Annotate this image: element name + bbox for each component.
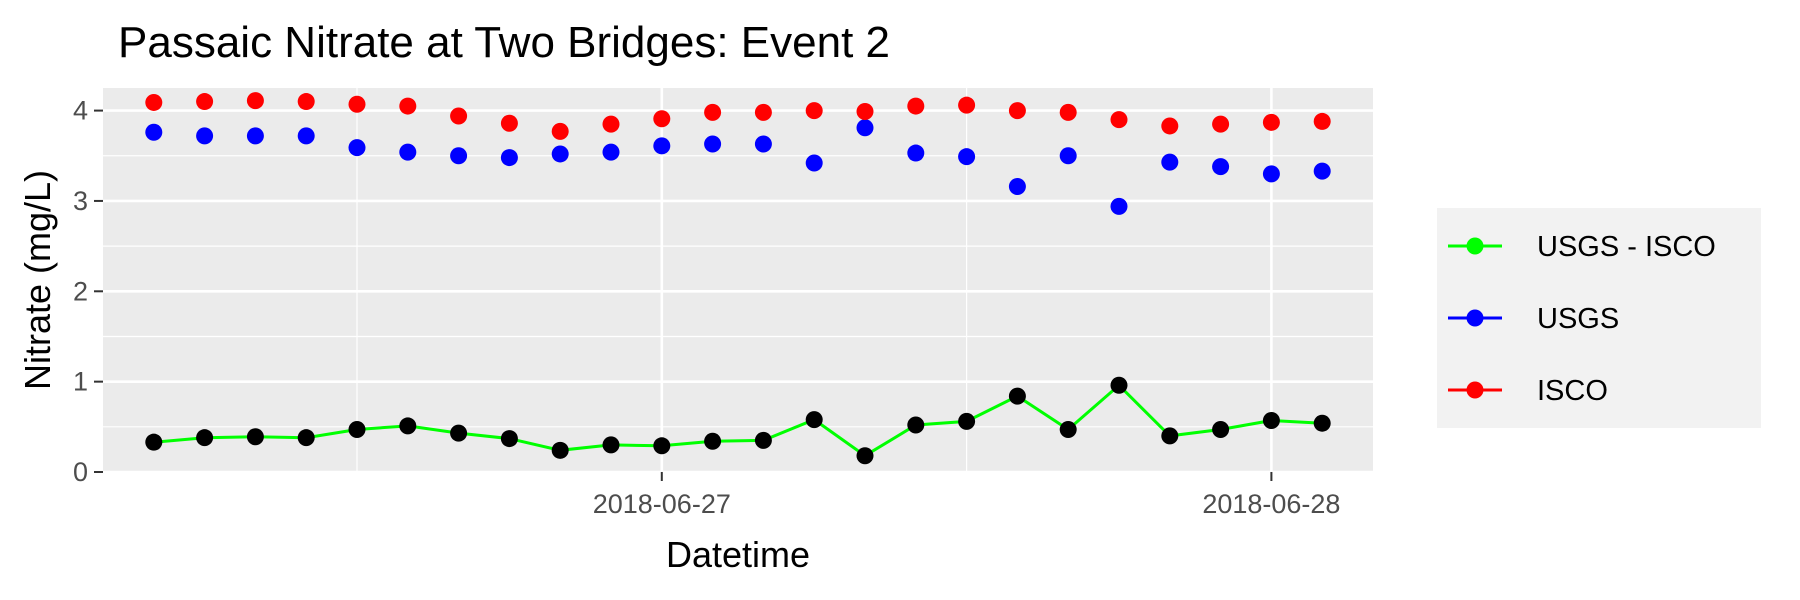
- point-isco: [805, 102, 823, 120]
- point-usgs: [1161, 153, 1179, 171]
- point-isco: [602, 115, 620, 133]
- point-isco: [246, 92, 264, 110]
- point-isco: [856, 102, 874, 120]
- point-usgs: [1008, 177, 1026, 195]
- point-usgs-isco: [1110, 376, 1128, 394]
- legend-label-usgs: USGS: [1537, 303, 1619, 335]
- point-usgs-isco: [196, 429, 214, 447]
- y-axis-title: Nitrate (mg/L): [17, 170, 58, 390]
- point-isco: [348, 95, 366, 113]
- point-isco: [958, 96, 976, 114]
- point-usgs: [1212, 158, 1230, 176]
- point-isco: [1110, 111, 1128, 129]
- x-axis-title: Datetime: [666, 534, 810, 575]
- point-isco: [450, 107, 468, 125]
- point-isco: [653, 110, 671, 128]
- point-isco: [1059, 103, 1077, 121]
- point-usgs-isco: [1161, 427, 1179, 445]
- point-usgs-isco: [145, 433, 163, 451]
- point-usgs: [500, 149, 518, 167]
- point-usgs: [704, 135, 722, 153]
- y-tick-label: 1: [73, 367, 88, 397]
- legend-label-isco: ISCO: [1537, 375, 1608, 407]
- x-tick-label: 2018-06-28: [1202, 489, 1340, 519]
- point-usgs: [602, 143, 620, 161]
- point-usgs: [450, 147, 468, 165]
- point-usgs: [856, 119, 874, 137]
- point-isco: [754, 103, 772, 121]
- point-isco: [399, 97, 417, 115]
- point-usgs-isco: [805, 411, 823, 429]
- legend: USGS - ISCO USGS ISCO: [1448, 231, 1716, 407]
- point-isco: [196, 93, 214, 111]
- point-usgs-isco: [1262, 411, 1280, 429]
- point-usgs-isco: [856, 447, 874, 465]
- point-usgs: [196, 127, 214, 145]
- point-usgs-isco: [399, 417, 417, 435]
- point-usgs-isco: [958, 412, 976, 430]
- point-usgs: [653, 137, 671, 155]
- legend-key-point-usgs: [1466, 309, 1484, 327]
- point-usgs: [348, 139, 366, 157]
- x-tick-label: 2018-06-27: [593, 489, 731, 519]
- point-usgs: [145, 123, 163, 141]
- point-usgs-isco: [450, 424, 468, 442]
- plot-panel: [103, 88, 1373, 472]
- point-usgs: [297, 127, 315, 145]
- point-isco: [500, 114, 518, 132]
- point-usgs-isco: [246, 428, 264, 446]
- point-usgs: [1313, 162, 1331, 180]
- point-usgs-isco: [297, 429, 315, 447]
- point-usgs-isco: [602, 436, 620, 454]
- point-usgs: [907, 144, 925, 162]
- point-usgs-isco: [1212, 421, 1230, 439]
- data-marks: [145, 92, 1331, 465]
- point-isco: [297, 93, 315, 111]
- point-usgs: [958, 148, 976, 166]
- legend-label-usgs-isco: USGS - ISCO: [1537, 231, 1716, 263]
- point-isco: [1008, 102, 1026, 120]
- point-usgs: [399, 143, 417, 161]
- point-usgs-isco: [907, 416, 925, 434]
- point-usgs-isco: [1313, 414, 1331, 432]
- point-isco: [1161, 117, 1179, 135]
- legend-key-point-isco: [1466, 381, 1484, 399]
- point-usgs: [246, 127, 264, 145]
- point-usgs: [551, 145, 569, 163]
- point-usgs-isco: [348, 421, 366, 439]
- point-usgs: [1059, 147, 1077, 165]
- point-isco: [551, 122, 569, 140]
- legend-key-point-usgs-isco: [1466, 237, 1484, 255]
- point-usgs: [1110, 197, 1128, 215]
- point-usgs: [1262, 165, 1280, 183]
- y-tick-label: 2: [73, 276, 88, 306]
- point-usgs-isco: [754, 431, 772, 449]
- chart-title: Passaic Nitrate at Two Bridges: Event 2: [118, 18, 890, 67]
- point-isco: [145, 93, 163, 111]
- point-usgs-isco: [653, 437, 671, 455]
- point-isco: [1212, 115, 1230, 133]
- point-usgs-isco: [1059, 421, 1077, 439]
- point-isco: [1262, 113, 1280, 131]
- point-usgs-isco: [500, 430, 518, 448]
- point-usgs: [754, 135, 772, 153]
- axes: 0 1 2 3 4 2018-06-27 2018-06-28: [73, 96, 1340, 519]
- point-usgs: [805, 154, 823, 172]
- major-grid: [103, 88, 1373, 474]
- point-usgs-isco: [551, 441, 569, 459]
- point-usgs-isco: [1008, 387, 1026, 405]
- series-line-usgs-isco: [153, 383, 1323, 458]
- y-tick-label: 0: [73, 457, 88, 487]
- point-usgs-isco: [704, 432, 722, 450]
- point-isco: [1313, 112, 1331, 130]
- point-isco: [704, 103, 722, 121]
- point-isco: [907, 97, 925, 115]
- y-tick-label: 3: [73, 186, 88, 216]
- y-tick-label: 4: [73, 96, 88, 126]
